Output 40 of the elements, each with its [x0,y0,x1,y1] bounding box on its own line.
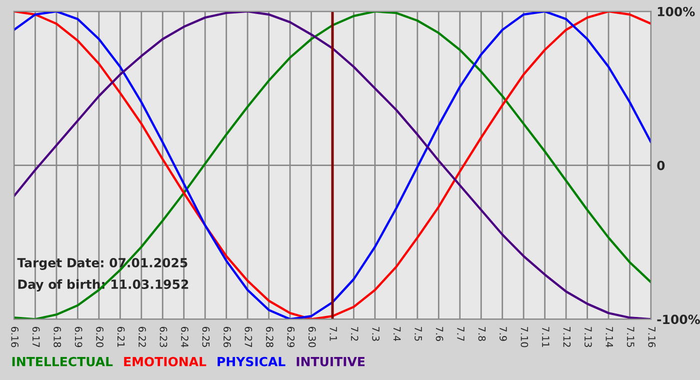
x-tick-label: 7.13 [584,326,592,348]
x-tick-label: 6.19 [74,326,82,348]
x-tick-label: 6.22 [138,326,146,347]
x-tick-label: 7.16 [648,326,656,348]
text: EMOTIONAL [124,356,206,366]
x-tick-label: 7.12 [563,326,571,347]
x-tick-label: 6.25 [202,326,210,347]
x-tick-label: 6.28 [266,326,274,348]
x-tick-label: 6.29 [287,326,295,348]
x-tick-label: 7.9 [500,326,507,341]
y-tick-label: 100% [658,6,695,16]
x-tick-label: 6.16 [11,326,19,348]
text: INTUITIVE [296,357,365,366]
x-tick-label: 6.24 [181,326,188,348]
x-tick-label: 7.10 [520,326,528,348]
x-tick-label: 7.7 [457,326,464,341]
x-tick-label: 7.4 [394,326,401,342]
x-tick-label: 6.26 [224,326,231,348]
x-tick-label: 6.27 [244,326,252,347]
x-tick-label: 7.11 [542,326,550,347]
x-tick-label: 7.5 [414,326,422,341]
x-tick-label: 7.8 [478,326,486,341]
x-tick-label: 6.30 [308,326,316,348]
x-tick-label: 6.23 [160,326,168,348]
x-tick-label: 6.21 [117,326,125,347]
x-tick-label: 6.17 [32,326,40,347]
x-tick-label: 7.2 [351,326,358,341]
x-tick-label: 7.1 [330,326,337,341]
text: PHYSICAL [218,356,286,366]
y-tick-label: 0 [657,160,665,170]
annotation: Day of birth: 11.03.1952 [18,279,188,292]
x-tick-label: 6.18 [54,326,61,348]
x-tick-label: 7.3 [372,326,380,341]
x-tick-label: 7.14 [606,326,613,348]
line-series [14,11,651,320]
x-tick-label: 7.15 [626,326,634,347]
x-tick-label: 6.20 [96,326,104,348]
x-tick-label: 7.6 [436,326,444,341]
y-tick-label: -100% [657,314,700,324]
text: INTELLECTUAL [12,356,113,366]
